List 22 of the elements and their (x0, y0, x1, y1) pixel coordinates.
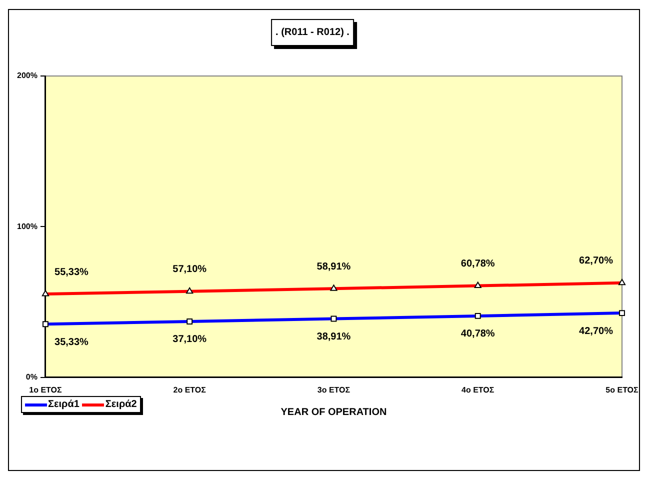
data-label: 37,10% (172, 334, 207, 346)
x-tick-label: 1ο ΕΤΟΣ (29, 385, 62, 394)
chart-title: . (R011 - R012) . (270, 19, 354, 46)
data-label: 55,33% (54, 266, 89, 278)
data-label: 42,70% (579, 326, 614, 337)
legend-label: Σειρά1 (48, 399, 80, 410)
data-label: 38,91% (316, 332, 351, 343)
y-tick-label: 0% (26, 372, 38, 382)
data-label: 35,33% (54, 336, 89, 348)
x-tick-label: 2ο ΕΤΟΣ (173, 385, 206, 394)
x-tick-label: 3ο ΕΤΟΣ (317, 385, 350, 394)
x-axis-title: YEAR OF OPERATION (280, 406, 387, 418)
data-label: 57,10% (172, 264, 207, 276)
y-tick-label: 100% (16, 222, 38, 231)
legend-label: Σειρά2 (105, 399, 137, 410)
data-label: 60,78% (460, 258, 495, 270)
x-tick-label: 5ο ΕΤΟΣ (606, 385, 639, 394)
data-label: 62,70% (579, 256, 614, 267)
data-label: 40,78% (460, 328, 495, 340)
x-tick-label: 4ο ΕΤΟΣ (462, 385, 494, 394)
data-label: 58,91% (316, 261, 351, 272)
y-tick-label: 200% (16, 71, 38, 80)
